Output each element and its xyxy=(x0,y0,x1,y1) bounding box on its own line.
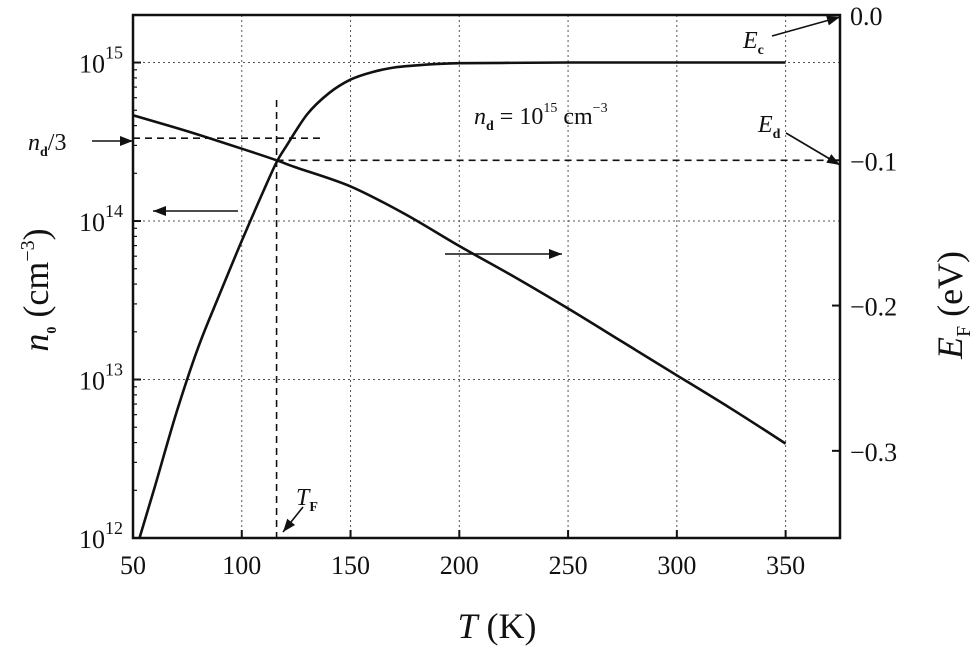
x-tick-label: 350 xyxy=(766,551,805,580)
left-y-label-unit-pre: (cm xyxy=(16,262,56,327)
right-y-tick-label: −0.3 xyxy=(850,438,897,467)
right-y-label-unit: (eV) xyxy=(930,251,970,326)
x-tick-label: 250 xyxy=(549,551,588,580)
ec-main: E xyxy=(742,28,758,54)
nd-value-annotation: nd = 1015 cm−3 xyxy=(474,101,608,134)
arrow-to-right-axis-head xyxy=(549,249,562,259)
curves xyxy=(132,61,787,539)
nd-value-sup: 15 xyxy=(543,101,557,116)
x-tick-label: 200 xyxy=(440,551,479,580)
left-y-label-unit-post: ) xyxy=(16,228,56,240)
plot-frame xyxy=(131,13,842,540)
right-y-label-sub: F xyxy=(953,326,972,337)
nd-value-mid: = 10 xyxy=(494,104,544,130)
nd-third-pre: n xyxy=(28,130,40,156)
left-y-axis-label: n0 (cm−3) xyxy=(16,228,60,351)
right-y-tick-label: 0.0 xyxy=(850,2,883,31)
grid-lines xyxy=(133,15,840,538)
left-y-tick-label: 1012 xyxy=(79,518,123,554)
right-y-tick-label: −0.1 xyxy=(850,147,897,176)
ec-sub: c xyxy=(758,43,764,58)
tf-sub: F xyxy=(309,500,318,515)
arrow-ed-head xyxy=(826,154,840,165)
nd-third-annotation: nd/3 xyxy=(28,130,66,160)
x-axis-label: T (K) xyxy=(457,606,536,646)
arrow-ec-head xyxy=(826,15,840,26)
left-y-label-unit-sup: −3 xyxy=(17,240,39,261)
reference-lines xyxy=(133,100,840,538)
nd-value-sub: d xyxy=(486,119,494,134)
ed-annotation: Ed xyxy=(757,112,781,142)
left-y-tick-label: 1013 xyxy=(79,360,123,396)
left-y-tick-label: 1015 xyxy=(79,43,123,79)
nd-third-sub: d xyxy=(40,145,48,160)
tf-annotation: TF xyxy=(296,485,318,515)
right-y-axis-label: EF (eV) xyxy=(930,251,972,360)
x-tick-label: 50 xyxy=(120,551,146,580)
left-y-label-main: n xyxy=(16,334,56,352)
arrow-tf-head xyxy=(283,518,296,532)
left-y-label-sub: 0 xyxy=(45,327,60,334)
x-axis-label-unit: (K) xyxy=(478,606,537,646)
left-y-tick-label: 1014 xyxy=(79,201,123,237)
n0-curve xyxy=(138,61,786,539)
arrow-to-left-axis-head xyxy=(153,206,166,216)
right-y-tick-label: −0.2 xyxy=(850,293,897,322)
nd-value-sup2: −3 xyxy=(593,101,608,116)
ed-sub: d xyxy=(773,127,781,142)
x-tick-label: 300 xyxy=(657,551,696,580)
ef-curve xyxy=(132,113,787,445)
ec-annotation: Ec xyxy=(742,28,764,58)
right-y-label-main: E xyxy=(930,337,970,360)
nd-value-post: cm xyxy=(557,104,593,130)
ticks: 50 100 150 200 250 300 350 1012 1013 1014 1015 0.0 −… xyxy=(79,2,897,580)
nd-value-pre: n xyxy=(474,104,486,130)
ed-main: E xyxy=(757,112,773,138)
annotation-arrows xyxy=(92,15,841,533)
x-axis-label-main: T xyxy=(457,606,480,646)
x-tick-label: 100 xyxy=(222,551,261,580)
x-tick-label: 150 xyxy=(331,551,370,580)
tf-main: T xyxy=(296,485,311,511)
arrow-nd-third-head xyxy=(120,136,133,146)
nd-third-post: /3 xyxy=(48,130,67,156)
